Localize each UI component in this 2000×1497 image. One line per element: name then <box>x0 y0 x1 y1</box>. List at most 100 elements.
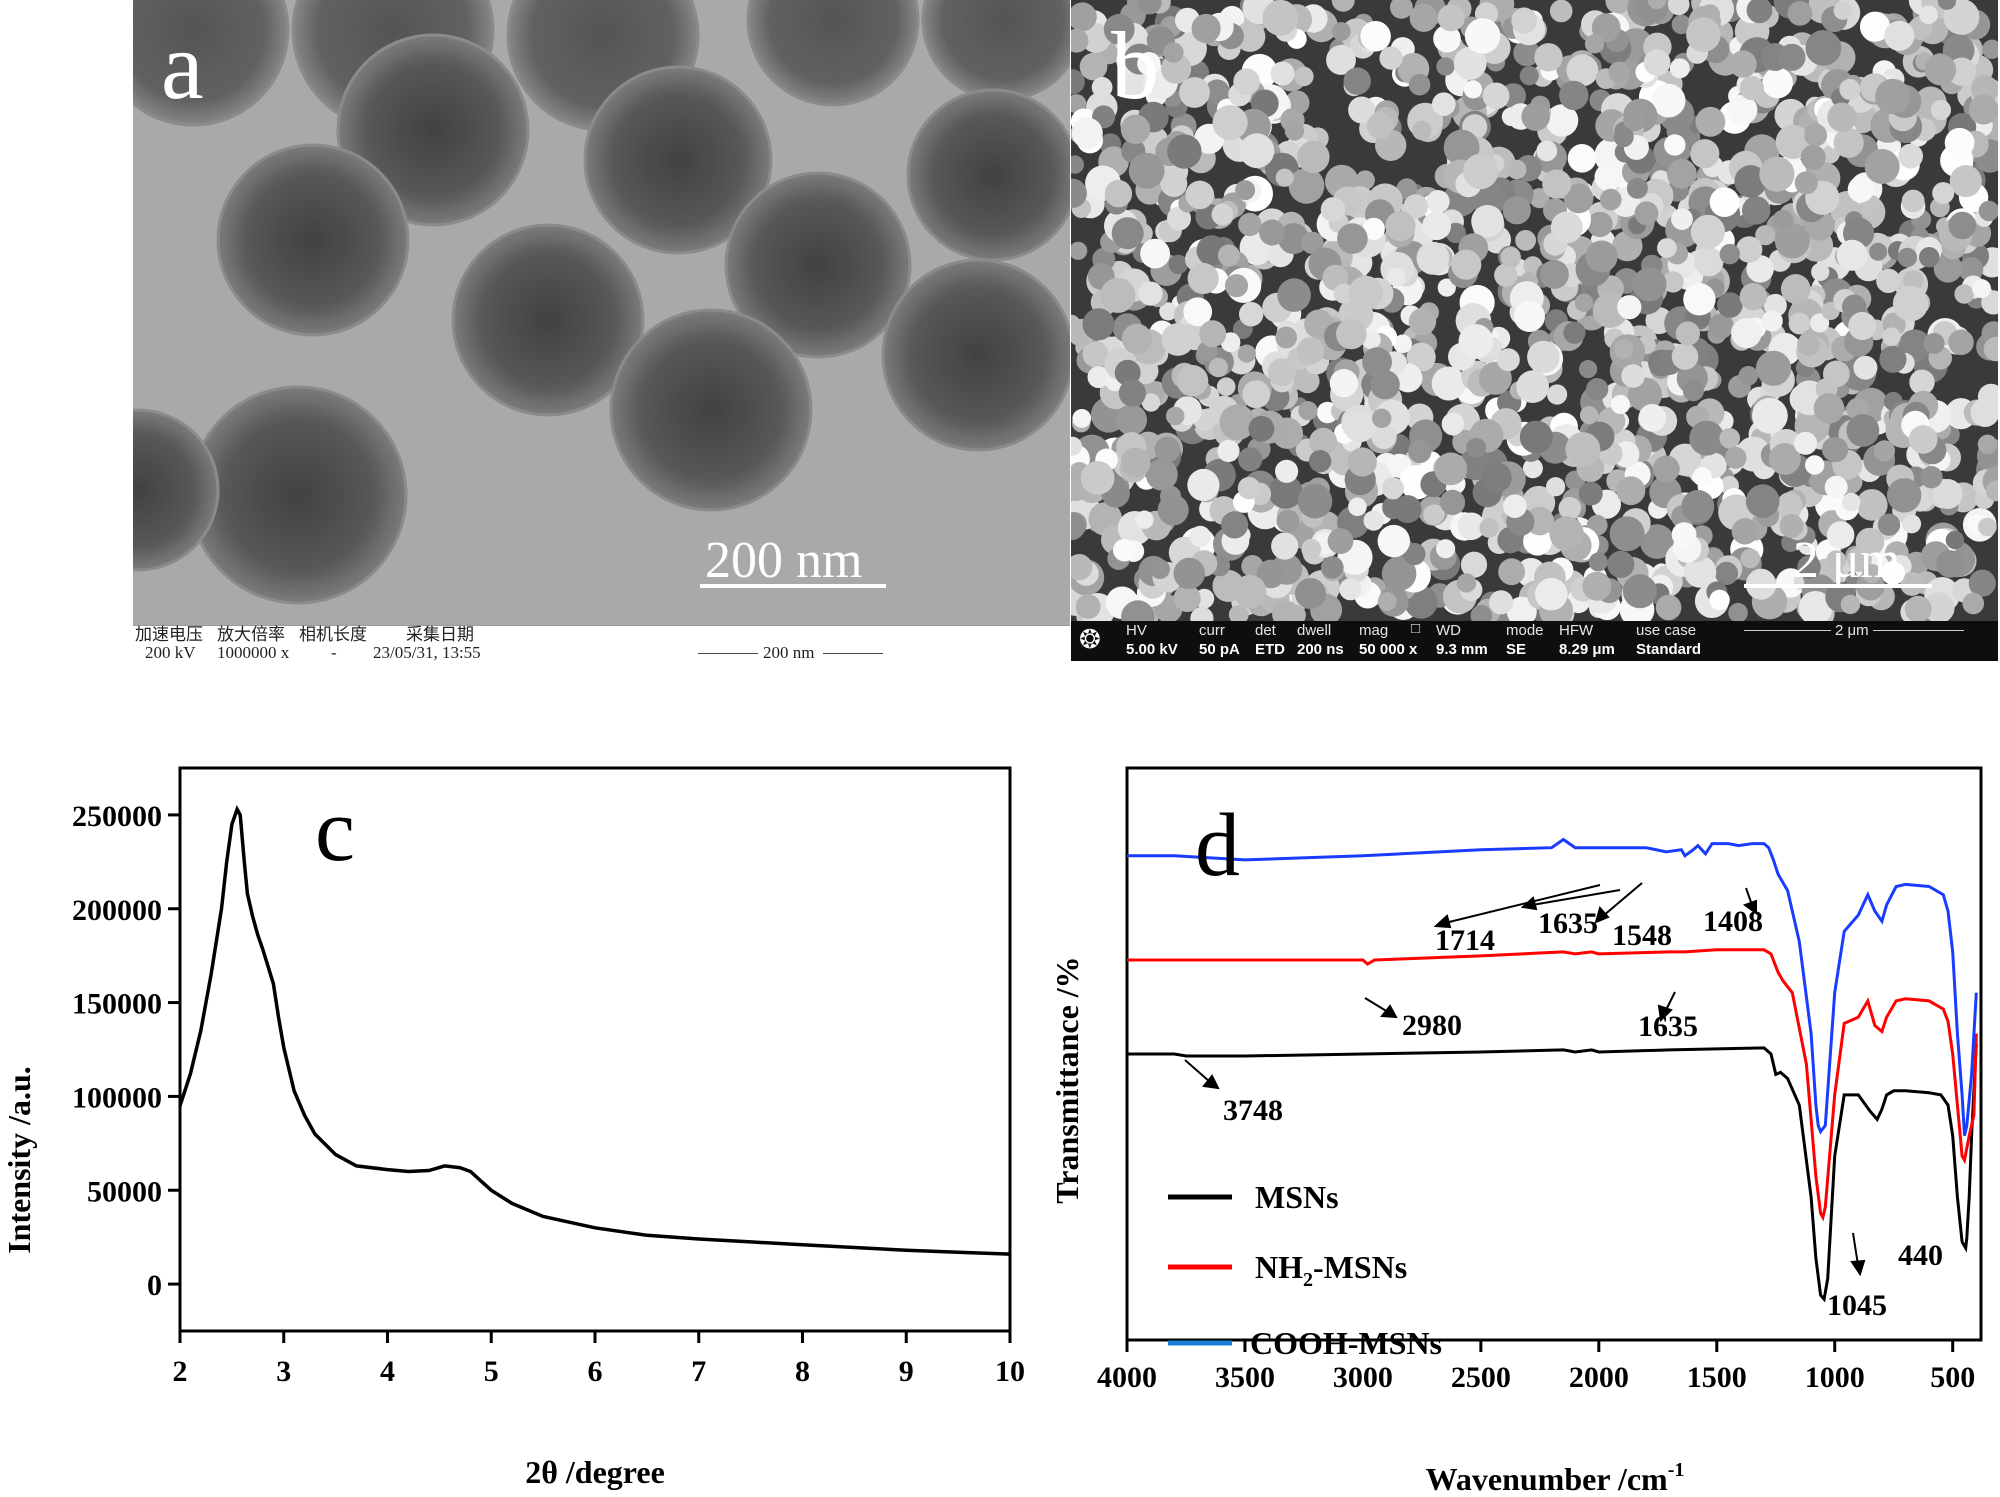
ftir-series-line-0 <box>1127 1043 1978 1303</box>
sem-particle <box>1584 34 1605 54</box>
sem-particle <box>1978 200 1998 222</box>
sem-particle <box>1985 480 1998 502</box>
sem-particle <box>1371 423 1397 450</box>
sem-particle <box>1671 522 1697 547</box>
tem-info-header: 相机长度 <box>299 625 367 644</box>
y-axis-label: Intensity /a.u. <box>1 1066 37 1254</box>
sem-particle <box>1187 262 1219 295</box>
sem-particle <box>1381 556 1417 591</box>
sem-particle <box>1800 144 1826 170</box>
sem-particle <box>1460 551 1488 578</box>
sem-particle <box>1519 66 1539 86</box>
sem-particle <box>1121 323 1152 354</box>
ftir-chart: 4000 3500 3000 2500 2000 1500 1000 500 d 3748 2… <box>1049 766 1983 1497</box>
sem-particle <box>1804 123 1828 147</box>
sem-particle <box>1348 96 1376 124</box>
sem-particle <box>1267 358 1296 387</box>
sem-particle <box>1839 78 1861 100</box>
sem-particle <box>1494 263 1518 287</box>
arrowhead-1635-cooh <box>1520 896 1538 911</box>
y-tick-label: 50000 <box>87 1175 162 1208</box>
sem-particle <box>1742 196 1771 225</box>
sem-particle <box>1296 337 1325 365</box>
x-axis-label: Wavenumber /cm-1 <box>1426 1459 1685 1497</box>
sem-info-header: curr <box>1199 622 1225 639</box>
sem-particle <box>1185 180 1215 210</box>
sem-particle <box>1884 20 1915 51</box>
sem-particle <box>1563 321 1586 344</box>
sem-particle <box>1309 427 1338 456</box>
sem-particle <box>1079 52 1108 81</box>
sem-particle <box>1887 478 1922 513</box>
sem-particle <box>1234 21 1266 52</box>
sem-particle <box>1135 510 1154 529</box>
sem-particle <box>1406 342 1436 372</box>
sem-particle <box>1081 23 1111 53</box>
sem-particle <box>1248 415 1275 442</box>
sem-particle <box>1436 57 1455 76</box>
sem-particle <box>1233 574 1267 609</box>
sem-particle <box>1457 512 1486 541</box>
sem-particle <box>1100 277 1136 313</box>
sem-particle <box>1983 336 1998 362</box>
sem-particle <box>1632 267 1667 302</box>
sem-particle <box>1719 243 1740 265</box>
sem-particle <box>1856 489 1888 521</box>
sem-particle <box>1542 169 1572 199</box>
sem-particle <box>1903 270 1924 291</box>
sem-particle <box>1681 490 1715 523</box>
sem-particle <box>1694 247 1724 277</box>
x-tick-label: 9 <box>899 1355 914 1388</box>
sem-particle <box>1550 211 1583 244</box>
sem-particle <box>1662 271 1684 293</box>
sem-particle <box>1708 313 1734 339</box>
sem-particle <box>1288 167 1325 204</box>
sem-particle <box>1464 18 1501 54</box>
legend-label-msns: MSNs <box>1255 1179 1339 1215</box>
x-tick-label: 4 <box>380 1355 395 1388</box>
sem-info-header: mag <box>1359 622 1389 639</box>
sem-particle <box>1434 452 1468 486</box>
sem-particle <box>1466 437 1487 458</box>
x-tick-label: 7 <box>691 1355 706 1388</box>
fei-logo-icon: ❂ <box>1079 624 1101 654</box>
sem-particle <box>1331 0 1355 12</box>
sem-particle <box>1667 0 1690 16</box>
sem-particle <box>1408 73 1431 96</box>
sem-particle <box>1719 428 1740 449</box>
sem-particle <box>1622 574 1657 609</box>
sem-particle <box>1833 127 1864 158</box>
sem-particle <box>1968 94 1998 125</box>
sem-particle <box>1578 481 1603 506</box>
y-tick-label: 150000 <box>72 988 162 1021</box>
sem-particle <box>1797 333 1820 357</box>
sem-particle <box>1686 17 1721 52</box>
sem-particle <box>1586 378 1609 401</box>
sem-particle <box>1755 225 1776 246</box>
sem-particle <box>1372 408 1392 428</box>
sem-particle <box>1082 341 1109 368</box>
sem-particle <box>1647 0 1667 10</box>
tem-info-header: 采集日期 <box>406 625 474 644</box>
tem-info-value: 1000000 x <box>217 643 290 662</box>
sem-particle <box>1463 153 1499 190</box>
tem-micrograph <box>133 0 1070 625</box>
sem-particle <box>1071 2 1097 32</box>
y-tick-label: 250000 <box>72 800 162 833</box>
sem-particle <box>1347 447 1377 477</box>
ftir-series-line-1 <box>1127 948 1978 1222</box>
sem-particle <box>1539 259 1569 289</box>
sem-particle <box>1932 479 1963 509</box>
sem-particle <box>1621 364 1645 388</box>
sem-particle <box>1277 278 1311 312</box>
sem-particle <box>1977 383 1998 410</box>
tem-info-bar: 加速电压 放大倍率 相机长度 采集日期 200 kV 1000000 x - 2… <box>133 625 1070 662</box>
sem-particle <box>1103 13 1135 45</box>
tem-info-value: 200 kV <box>145 643 196 662</box>
sem-particle <box>1458 324 1494 359</box>
tem-info-scale-line <box>823 653 883 654</box>
sem-particle <box>1075 594 1101 619</box>
sem-particle <box>1945 530 1965 550</box>
sem-particle <box>1190 606 1214 621</box>
x-tick-label: 2 <box>173 1355 188 1388</box>
